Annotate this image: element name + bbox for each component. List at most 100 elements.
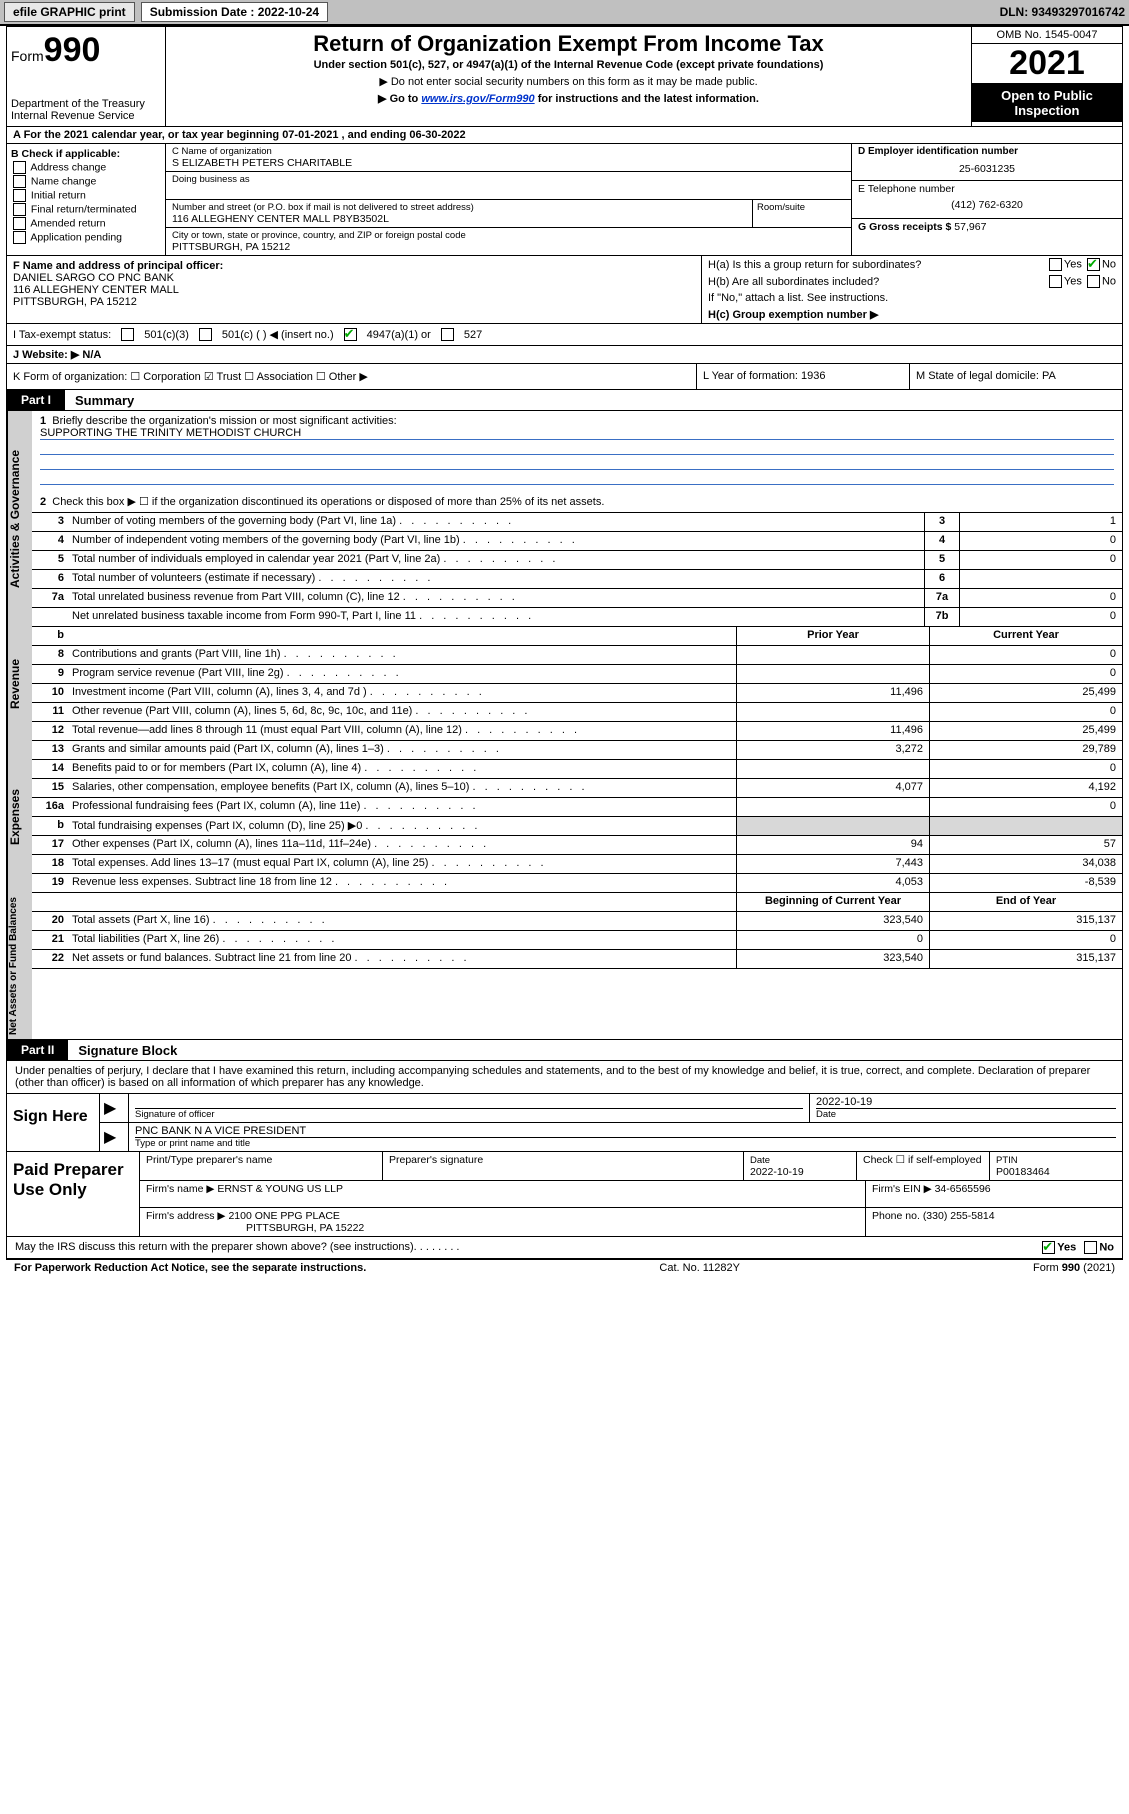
chk-name-change[interactable] [13, 175, 26, 188]
header-left: Form990 Department of the Treasury Inter… [7, 27, 166, 126]
org-name: S ELIZABETH PETERS CHARITABLE [172, 157, 845, 169]
chk-address-change[interactable] [13, 161, 26, 174]
form-note1: ▶ Do not enter social security numbers o… [174, 75, 963, 88]
form-number: 990 [44, 31, 101, 69]
chk-527[interactable] [441, 328, 454, 341]
page-footer: For Paperwork Reduction Act Notice, see … [6, 1260, 1123, 1276]
data-row: 11Other revenue (Part VIII, column (A), … [32, 703, 1122, 722]
preparer-date: Date2022-10-19 [744, 1152, 857, 1180]
sig-arrow-icon-2: ▶ [100, 1123, 128, 1151]
chk-amended[interactable] [13, 217, 26, 230]
chk-discuss-no[interactable] [1084, 1241, 1097, 1254]
note2-post: for instructions and the latest informat… [535, 93, 759, 105]
irs-label: Internal Revenue Service [11, 110, 161, 122]
hdr-current-year: Current Year [929, 627, 1122, 645]
section-net-assets: Net Assets or Fund Balances Beginning of… [7, 893, 1122, 1040]
phone-value: (412) 762-6320 [858, 199, 1116, 211]
col-l-year: L Year of formation: 1936 [697, 364, 910, 389]
vtab-net-assets: Net Assets or Fund Balances [7, 893, 32, 1039]
gov-row: 4Number of independent voting members of… [32, 532, 1122, 551]
net-header-row: Beginning of Current Year End of Year [32, 893, 1122, 912]
data-row: 14Benefits paid to or for members (Part … [32, 760, 1122, 779]
phone-label: E Telephone number [858, 183, 1116, 195]
note2-pre: ▶ Go to [378, 93, 421, 105]
chk-discuss-yes[interactable] [1042, 1241, 1055, 1254]
header-middle: Return of Organization Exempt From Incom… [166, 27, 971, 126]
gov-row: 3Number of voting members of the governi… [32, 513, 1122, 532]
form-990-frame: Form990 Department of the Treasury Inter… [6, 26, 1123, 1260]
sign-here-block: Sign Here ▶ Signature of officer 2022-10… [7, 1094, 1122, 1152]
form-footer-label: Form 990 (2021) [1033, 1262, 1115, 1274]
chk-app-pending[interactable] [13, 231, 26, 244]
gov-row: 6Total number of volunteers (estimate if… [32, 570, 1122, 589]
preparer-ptin: PTINP00183464 [990, 1152, 1122, 1180]
sig-name-label: Type or print name and title [135, 1137, 1116, 1149]
col-de: D Employer identification number 25-6031… [851, 144, 1122, 255]
chk-hb-yes[interactable] [1049, 275, 1062, 288]
sig-date-label: Date [816, 1108, 1116, 1120]
chk-ha-yes[interactable] [1049, 258, 1062, 271]
firm-ein: 34-6565596 [935, 1183, 991, 1195]
preparer-name-hdr: Print/Type preparer's name [140, 1152, 383, 1180]
irs-link[interactable]: www.irs.gov/Form990 [421, 93, 534, 105]
firm-phone: (330) 255-5814 [923, 1210, 995, 1222]
block-bcde: B Check if applicable: Address change Na… [7, 144, 1122, 256]
gov-row: 7aTotal unrelated business revenue from … [32, 589, 1122, 608]
data-row: 20Total assets (Part X, line 16) 323,540… [32, 912, 1122, 931]
irs-discuss-row: May the IRS discuss this return with the… [7, 1237, 1122, 1259]
col-b-checkboxes: B Check if applicable: Address change Na… [7, 144, 166, 255]
part2-tag: Part II [7, 1040, 68, 1060]
mission-text: SUPPORTING THE TRINITY METHODIST CHURCH [40, 427, 1114, 440]
efile-button[interactable]: efile GRAPHIC print [4, 2, 135, 22]
chk-final-return[interactable] [13, 203, 26, 216]
form-subtitle: Under section 501(c), 527, or 4947(a)(1)… [174, 59, 963, 71]
col-f-officer: F Name and address of principal officer:… [7, 256, 701, 323]
header-right: OMB No. 1545-0047 2021 Open to Public In… [971, 27, 1122, 126]
sig-name-value: PNC BANK N A VICE PRESIDENT [135, 1125, 1116, 1137]
dln-label: DLN: 93493297016742 [1000, 5, 1125, 19]
room-cell: Room/suite [752, 200, 851, 228]
data-row: 16aProfessional fundraising fees (Part I… [32, 798, 1122, 817]
firm-name: ERNST & YOUNG US LLP [217, 1183, 343, 1195]
data-row: 8Contributions and grants (Part VIII, li… [32, 646, 1122, 665]
form-title: Return of Organization Exempt From Incom… [174, 31, 963, 57]
gross-value: 57,967 [954, 221, 986, 233]
col-c: C Name of organization S ELIZABETH PETER… [166, 144, 851, 255]
top-bar: efile GRAPHIC print Submission Date : 20… [0, 0, 1129, 26]
row-i-tax-status: I Tax-exempt status: 501(c)(3) 501(c) ( … [7, 324, 1122, 346]
data-row: 22Net assets or fund balances. Subtract … [32, 950, 1122, 969]
ein-label: D Employer identification number [858, 146, 1116, 157]
rev-header-row: b Prior Year Current Year [32, 627, 1122, 646]
data-row: 19Revenue less expenses. Subtract line 1… [32, 874, 1122, 893]
part1-title: Summary [65, 393, 134, 408]
vtab-expenses: Expenses [7, 741, 32, 893]
chk-4947[interactable] [344, 328, 357, 341]
pra-notice: For Paperwork Reduction Act Notice, see … [14, 1262, 366, 1274]
chk-hb-no[interactable] [1087, 275, 1100, 288]
gov-row: Net unrelated business taxable income fr… [32, 608, 1122, 627]
data-row: 9Program service revenue (Part VIII, lin… [32, 665, 1122, 684]
omb-number: OMB No. 1545-0047 [972, 27, 1122, 44]
org-name-cell: C Name of organization S ELIZABETH PETER… [166, 144, 851, 172]
part1-tag: Part I [7, 390, 65, 410]
sig-officer-label: Signature of officer [135, 1108, 803, 1120]
data-row: bTotal fundraising expenses (Part IX, co… [32, 817, 1122, 836]
preparer-self-emp: Check ☐ if self-employed [857, 1152, 990, 1180]
row-klm: K Form of organization: ☐ Corporation ☑ … [7, 364, 1122, 390]
form-header: Form990 Department of the Treasury Inter… [7, 27, 1122, 127]
paid-preparer-label: Paid Preparer Use Only [7, 1152, 140, 1236]
data-row: 12Total revenue—add lines 8 through 11 (… [32, 722, 1122, 741]
chk-ha-no[interactable] [1087, 258, 1100, 271]
col-k-org-form: K Form of organization: ☐ Corporation ☑ … [7, 364, 697, 389]
part2-header: Part II Signature Block [7, 1040, 1122, 1061]
block-fh: F Name and address of principal officer:… [7, 256, 1122, 324]
ein-value: 25-6031235 [858, 163, 1116, 175]
section-expenses: Expenses 13Grants and similar amounts pa… [7, 741, 1122, 893]
part1-header: Part I Summary [7, 390, 1122, 411]
chk-initial-return[interactable] [13, 189, 26, 202]
gov-row: 5Total number of individuals employed in… [32, 551, 1122, 570]
chk-501c[interactable] [199, 328, 212, 341]
hdr-prior-year: Prior Year [736, 627, 929, 645]
chk-501c3[interactable] [121, 328, 134, 341]
dept-label: Department of the Treasury [11, 98, 161, 110]
